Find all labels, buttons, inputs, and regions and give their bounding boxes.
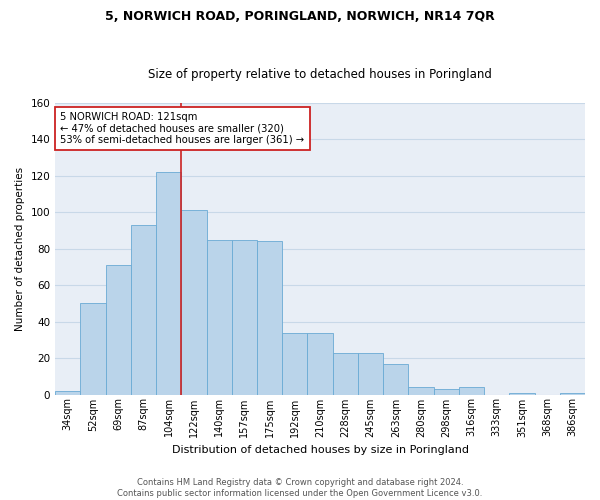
Bar [206,240,232,394]
Bar [106,265,131,394]
Bar [383,364,409,394]
Bar [332,352,358,395]
Bar [409,387,434,394]
Bar [131,225,156,394]
Bar [358,352,383,395]
Bar [181,210,206,394]
X-axis label: Distribution of detached houses by size in Poringland: Distribution of detached houses by size … [172,445,469,455]
Bar [80,304,106,394]
Text: Contains HM Land Registry data © Crown copyright and database right 2024.
Contai: Contains HM Land Registry data © Crown c… [118,478,482,498]
Bar [282,332,307,394]
Bar [509,392,535,394]
Text: 5 NORWICH ROAD: 121sqm
← 47% of detached houses are smaller (320)
53% of semi-de: 5 NORWICH ROAD: 121sqm ← 47% of detached… [61,112,305,145]
Bar [55,391,80,394]
Bar [232,240,257,394]
Y-axis label: Number of detached properties: Number of detached properties [15,166,25,331]
Text: 5, NORWICH ROAD, PORINGLAND, NORWICH, NR14 7QR: 5, NORWICH ROAD, PORINGLAND, NORWICH, NR… [105,10,495,23]
Title: Size of property relative to detached houses in Poringland: Size of property relative to detached ho… [148,68,492,81]
Bar [459,387,484,394]
Bar [307,332,332,394]
Bar [434,389,459,394]
Bar [257,242,282,394]
Bar [560,392,585,394]
Bar [156,172,181,394]
